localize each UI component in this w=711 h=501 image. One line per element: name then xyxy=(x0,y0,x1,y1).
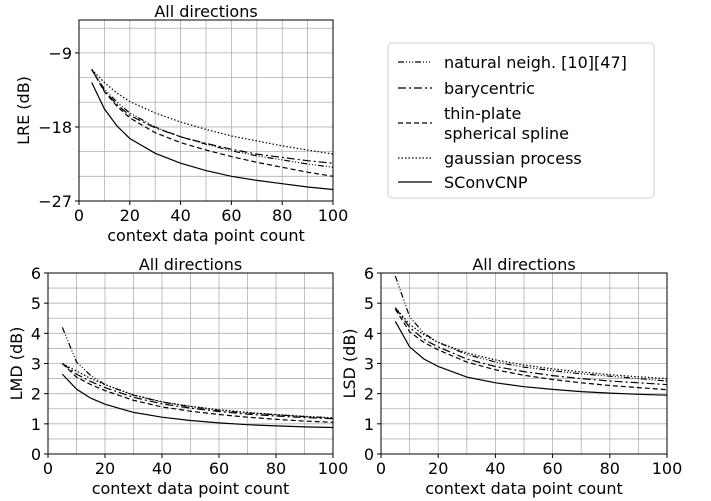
plot-frame xyxy=(78,19,334,202)
legend-label: natural neigh. [10][47] xyxy=(444,53,627,72)
x-tick-label: 0 xyxy=(74,206,84,225)
y-tick-label: 3 xyxy=(364,355,374,374)
y-tick-label: 2 xyxy=(31,385,41,404)
y-tick-label: 3 xyxy=(31,355,41,374)
series-natural-neigh-10-47 xyxy=(91,69,334,168)
x-tick-label: 40 xyxy=(170,206,190,225)
legend-label: thin-plate xyxy=(444,104,521,123)
series-thin-plate-spherical-spline xyxy=(61,363,334,423)
series-sconvcnp xyxy=(61,373,334,429)
y-axis-label: LSD (dB) xyxy=(340,328,359,398)
series-thin-plate-spherical-spline xyxy=(394,308,668,391)
x-tick-label: 100 xyxy=(318,459,349,478)
y-tick-label: −9 xyxy=(48,44,72,63)
x-tick-label: 80 xyxy=(600,459,620,478)
y-tick-label: 1 xyxy=(364,415,374,434)
x-tick-label: 80 xyxy=(272,206,292,225)
x-tick-label: 0 xyxy=(376,459,386,478)
x-tick-label: 80 xyxy=(266,459,286,478)
y-tick-label: 1 xyxy=(31,415,41,434)
x-tick-label: 60 xyxy=(542,459,562,478)
x-axis-label: context data point count xyxy=(425,479,623,498)
chart-lsd: 0 20 40 60 80 100 0 1 2 3 4 5 6 All directions context… xyxy=(340,255,682,498)
legend-frame xyxy=(387,42,655,199)
y-tick-label: 4 xyxy=(364,324,374,343)
chart-lmd: 0 20 40 60 80 100 0 1 2 3 4 5 6 All directions context… xyxy=(7,255,348,498)
y-tick-label: 2 xyxy=(364,385,374,404)
chart-title: All directions xyxy=(154,2,257,21)
y-tick-label: 5 xyxy=(31,294,41,313)
x-tick-label: 0 xyxy=(43,459,53,478)
series-gaussian-process xyxy=(62,362,334,419)
series-barycentric xyxy=(91,69,334,164)
chart-title: All directions xyxy=(139,255,242,274)
legend-label: barycentric xyxy=(444,79,535,98)
chart-lre: 0 20 40 60 80 100 −27 −18 −9 All directions contex… xyxy=(14,2,348,245)
x-tick-label: 100 xyxy=(318,206,349,225)
x-tick-label: 20 xyxy=(120,206,140,225)
series-natural-neigh-10-47 xyxy=(394,275,668,382)
x-axis-label: context data point count xyxy=(107,226,305,245)
series-natural-neigh-10-47 xyxy=(61,327,334,419)
x-tick-label: 60 xyxy=(209,459,229,478)
series-gaussian-process xyxy=(91,68,334,155)
series-thin-plate-spherical-spline xyxy=(91,69,334,177)
series-barycentric xyxy=(394,307,668,386)
y-tick-label: 6 xyxy=(364,264,374,283)
series-sconvcnp xyxy=(394,321,668,396)
y-tick-label: 6 xyxy=(31,264,41,283)
x-tick-label: 40 xyxy=(152,459,172,478)
chart-title: All directions xyxy=(472,255,575,274)
series-gaussian-process xyxy=(394,307,668,380)
y-tick-label: 5 xyxy=(364,294,374,313)
x-tick-label: 20 xyxy=(428,459,448,478)
x-tick-label: 40 xyxy=(485,459,505,478)
legend-label: SConvCNP xyxy=(444,173,528,192)
y-tick-label: −27 xyxy=(38,192,72,211)
series-barycentric xyxy=(61,363,334,420)
x-tick-label: 100 xyxy=(652,459,683,478)
y-tick-label: 0 xyxy=(31,445,41,464)
legend: natural neigh. [10][47] barycentric thin-p… xyxy=(387,42,655,199)
legend-label: spherical spline xyxy=(444,124,569,143)
x-axis-label: context data point count xyxy=(92,479,290,498)
x-tick-label: 20 xyxy=(95,459,115,478)
series-sconvcnp xyxy=(91,82,334,191)
y-tick-label: 0 xyxy=(364,445,374,464)
y-tick-label: −18 xyxy=(38,118,72,137)
y-axis-label: LRE (dB) xyxy=(14,76,33,145)
y-tick-label: 4 xyxy=(31,324,41,343)
y-axis-label: LMD (dB) xyxy=(7,327,26,401)
legend-label: gaussian process xyxy=(444,149,582,168)
x-tick-label: 60 xyxy=(221,206,241,225)
